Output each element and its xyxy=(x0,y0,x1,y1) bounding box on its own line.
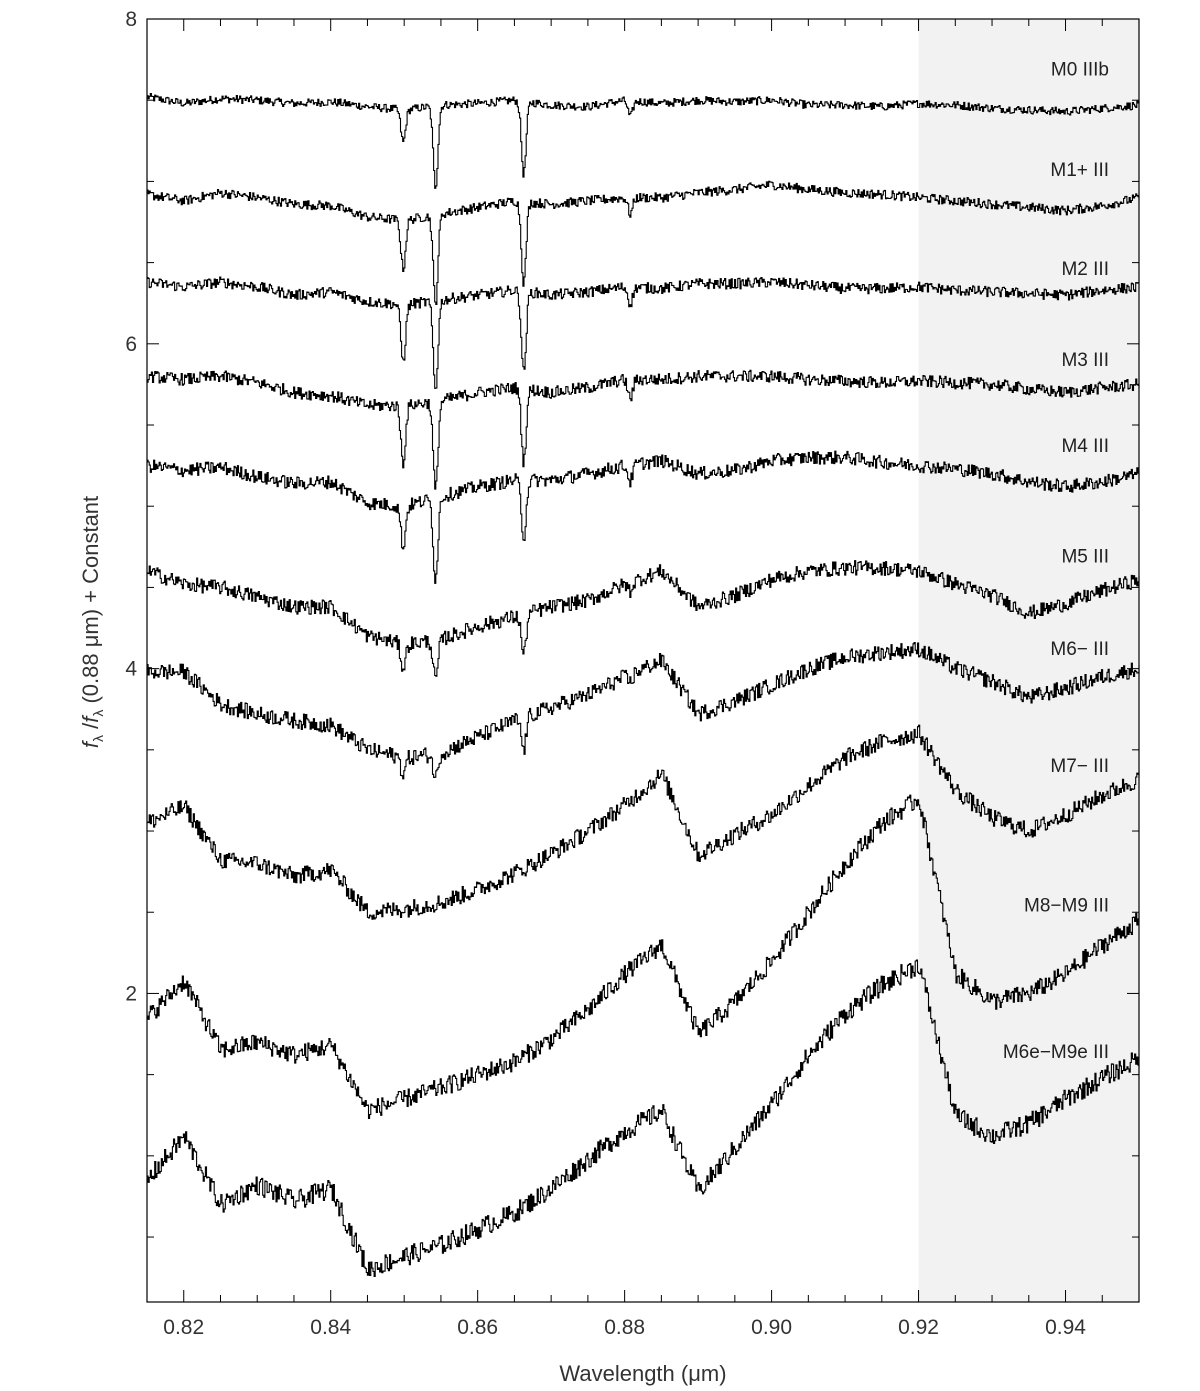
series-label: M2 III xyxy=(1061,259,1109,280)
series-label: M1+ III xyxy=(1050,160,1109,181)
spectrum-line xyxy=(147,641,1140,780)
spectrum-line xyxy=(147,180,1140,305)
x-tick-label: 0.88 xyxy=(604,1316,645,1339)
spectrum-line xyxy=(147,794,1140,1120)
axis-ticks xyxy=(146,18,1140,1302)
series-label: M6− III xyxy=(1050,639,1109,660)
y-tick-label: 2 xyxy=(125,982,137,1005)
series-label: M6e−M9e III xyxy=(1003,1042,1109,1063)
spectrum-line xyxy=(147,560,1140,677)
y-tick-label: 4 xyxy=(125,658,137,681)
series-label: M3 III xyxy=(1061,350,1109,371)
series-label: M4 III xyxy=(1061,436,1109,457)
tick-labels: 0.82 0.84 0.86 0.88 0.90 0.92 0.94 2 4 6 8 xyxy=(125,8,1086,1339)
x-tick-label: 0.90 xyxy=(751,1316,792,1339)
shaded-region xyxy=(918,19,1139,1302)
spectrum-line xyxy=(147,92,1140,189)
y-tick-label: 6 xyxy=(125,333,137,356)
x-axis-label: Wavelength (μm) xyxy=(559,1361,726,1386)
x-tick-label: 0.86 xyxy=(457,1316,498,1339)
spectrum-line xyxy=(147,450,1140,584)
series-label: M5 III xyxy=(1061,547,1109,568)
series-label: M8−M9 III xyxy=(1024,896,1109,917)
series-label: M7− III xyxy=(1050,756,1109,777)
y-tick-label: 8 xyxy=(125,8,137,31)
series-group xyxy=(147,92,1140,1278)
x-tick-label: 0.92 xyxy=(898,1316,939,1339)
series-labels: M0 IIIb M1+ III M2 III M3 III M4 III M5 III M6… xyxy=(1003,59,1109,1063)
spectrum-line xyxy=(147,276,1140,389)
spectrum-line xyxy=(147,724,1140,920)
x-tick-label: 0.94 xyxy=(1045,1316,1086,1339)
y-axis-label: fλ /fλ (0.88 μm) + Constant xyxy=(78,496,106,748)
spectrum-line xyxy=(147,959,1140,1278)
plot-frame xyxy=(146,18,1140,1303)
x-tick-label: 0.82 xyxy=(163,1316,204,1339)
series-label: M0 IIIb xyxy=(1051,59,1109,80)
x-tick-label: 0.84 xyxy=(310,1316,351,1339)
spectrum-line xyxy=(147,369,1140,490)
